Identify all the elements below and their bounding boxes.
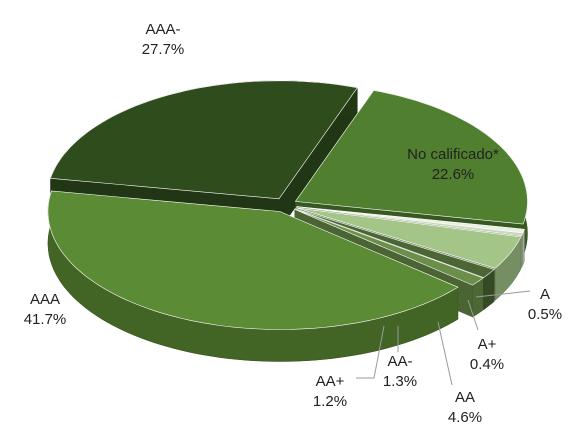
value-label: 27.7% [141, 41, 185, 58]
category-name: AA- [387, 353, 413, 370]
category-name: AA [454, 389, 475, 406]
value-label: 22.6% [431, 166, 475, 183]
slice-wall [521, 232, 524, 269]
slice-side [279, 87, 358, 231]
category-name: No calificado* [407, 146, 499, 163]
value-label: 0.5% [527, 306, 563, 323]
slice-wall [522, 229, 525, 265]
leader-line [475, 290, 531, 298]
value-label: 41.7% [23, 311, 67, 328]
leader-line [467, 299, 479, 331]
category-name: AA+ [315, 373, 345, 390]
slice-top [294, 209, 484, 286]
slice-label: No calificado* 22.6% [403, 145, 503, 185]
slice-top [47, 190, 459, 330]
value-label: 1.3% [382, 373, 418, 390]
leader-line [356, 325, 385, 379]
slice-top [294, 90, 528, 225]
category-name: A [539, 286, 550, 303]
slice-label: A+ 0.4% [457, 335, 517, 375]
slice-label: AA- 1.3% [370, 352, 430, 392]
slice [47, 190, 459, 362]
slices [47, 80, 528, 362]
slice-top [296, 206, 524, 237]
slice-top [296, 207, 522, 269]
value-label: 1.2% [312, 393, 348, 410]
slice-label: AA 4.6% [435, 388, 495, 428]
slice-label: A 0.5% [515, 285, 569, 325]
leader-line [437, 321, 453, 386]
value-label: 4.6% [447, 409, 483, 426]
category-name: A+ [477, 336, 497, 353]
slice-label: AAA- 27.7% [123, 20, 203, 60]
slice-label: AAA 41.7% [5, 290, 85, 330]
category-name: AAA [29, 291, 60, 308]
slice-top [294, 208, 495, 278]
value-label: 0.4% [469, 356, 505, 373]
category-name: AAA- [145, 21, 181, 38]
slice-top [50, 80, 358, 200]
slice-label: AA+ 1.2% [300, 372, 360, 412]
